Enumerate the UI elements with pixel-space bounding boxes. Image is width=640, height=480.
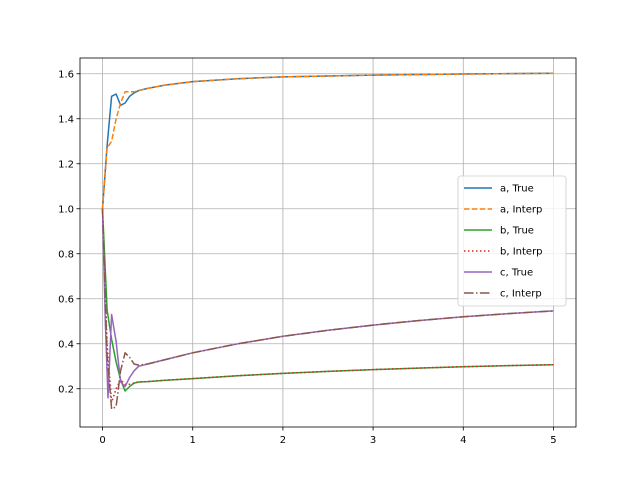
y-tick-label: 1.4	[58, 114, 74, 125]
legend-box	[457, 175, 567, 307]
x-tick-label: 0	[99, 435, 105, 446]
y-tick-label: 1.0	[58, 204, 74, 215]
y-tick-label: 0.8	[58, 249, 74, 260]
legend-label: a, True	[500, 184, 534, 195]
legend-label: a, Interp	[500, 205, 542, 216]
x-tick-label: 1	[190, 435, 196, 446]
y-tick-label: 0.2	[58, 384, 74, 395]
plot-frame	[79, 57, 577, 428]
legend-label: b, Interp	[500, 247, 543, 258]
series-line-5	[101, 208, 554, 410]
x-tick-label: 2	[280, 435, 286, 446]
series-line-1	[101, 72, 554, 209]
y-tick-label: 1.2	[58, 159, 74, 170]
y-tick-label: 0.4	[58, 339, 74, 350]
y-tick-label: 1.6	[58, 69, 74, 80]
series-line-3	[101, 208, 554, 404]
x-tick-label: 3	[370, 435, 376, 446]
legend-label: c, Interp	[500, 289, 542, 300]
legend-label: b, True	[500, 226, 534, 237]
x-tick-label: 4	[460, 435, 466, 446]
series-lines	[101, 72, 554, 410]
axis-ticks: 0 1 2 3 4 5 0.2 0.4 0.6 0.8 1.0 1.2 1.4 1.6	[58, 69, 557, 446]
y-tick-label: 0.6	[58, 294, 74, 305]
legend: a, True a, Interp b, True b, Interp c, True c…	[457, 175, 567, 307]
legend-label: c, True	[500, 268, 533, 279]
x-tick-label: 5	[550, 435, 556, 446]
